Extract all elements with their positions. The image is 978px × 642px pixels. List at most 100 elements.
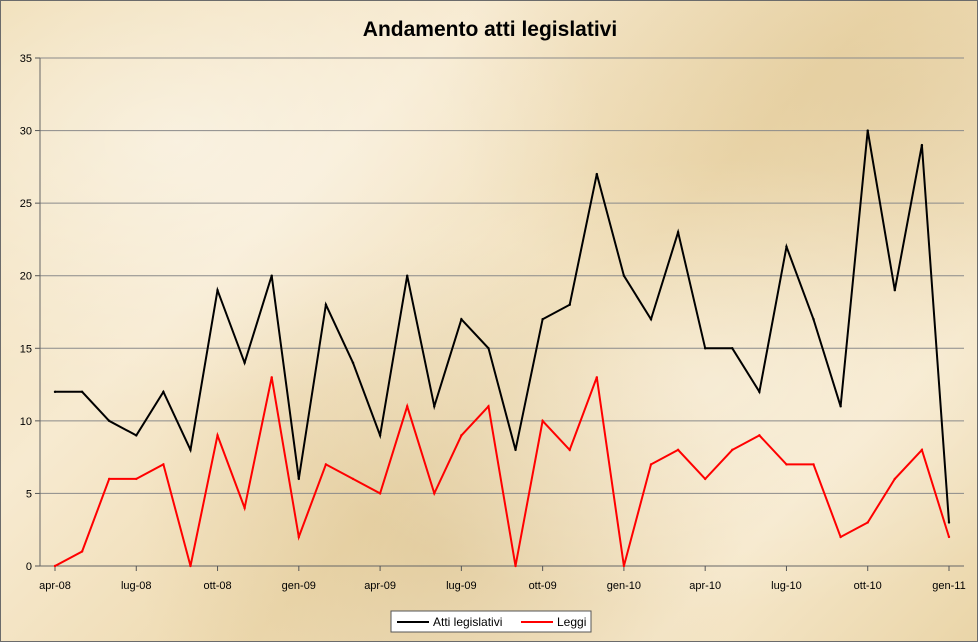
data-point-leggi-3 [135, 477, 138, 481]
data-point-leggi-28 [812, 463, 815, 466]
data-point-atti-legislativi-26 [758, 390, 761, 394]
legend-box [390, 610, 592, 633]
data-point-leggi-4 [162, 463, 165, 466]
data-point-atti-legislativi-15 [460, 318, 463, 321]
data-point-leggi-14 [433, 492, 436, 495]
data-point-atti-legislativi-20 [595, 172, 599, 176]
legend-label-leggi: Leggi [557, 615, 586, 629]
data-point-atti-legislativi-10 [324, 303, 328, 306]
x-tick-label-ott-10: ott-10 [854, 580, 882, 592]
data-point-atti-legislativi-21 [622, 274, 626, 277]
x-tick-label-lug-08: lug-08 [121, 580, 152, 592]
data-point-atti-legislativi-27 [785, 245, 788, 248]
data-point-leggi-21 [622, 564, 626, 568]
axes: 0 5 10 15 20 25 30 35 apr-08 lug-08 ott-08 gen-09 ap… [20, 53, 966, 592]
x-tick-label-apr-10: apr-10 [689, 580, 721, 592]
legend: Atti legislativi Leggi [390, 610, 592, 633]
data-point-leggi-6 [216, 434, 219, 437]
data-point-leggi-33 [947, 535, 951, 539]
data-point-leggi-7 [243, 506, 246, 510]
data-point-atti-legislativi-14 [433, 405, 436, 408]
x-tick-label-apr-08: apr-08 [39, 580, 71, 592]
data-point-leggi-5 [189, 564, 192, 568]
data-point-leggi-11 [351, 477, 355, 481]
x-tick-label-lug-09: lug-09 [446, 580, 477, 592]
data-point-atti-legislativi-18 [541, 318, 544, 321]
data-point-leggi-22 [649, 463, 653, 466]
x-tick-label-lug-10: lug-10 [771, 580, 802, 592]
y-tick-label-30: 30 [20, 126, 32, 138]
data-point-leggi-1 [80, 550, 84, 553]
data-point-leggi-24 [703, 477, 707, 481]
y-tick-label-15: 15 [20, 343, 32, 355]
data-point-leggi-2 [107, 477, 111, 481]
series-line-atti-legislativi [55, 130, 950, 523]
data-point-atti-legislativi-24 [703, 347, 707, 350]
data-point-leggi-10 [324, 463, 328, 466]
series-lines [53, 129, 951, 568]
data-point-atti-legislativi-22 [649, 318, 653, 321]
gridlines [40, 57, 964, 494]
x-tick-label-ott-08: ott-08 [203, 580, 231, 592]
data-point-atti-legislativi-33 [947, 521, 951, 524]
data-point-atti-legislativi-8 [270, 274, 273, 277]
data-point-atti-legislativi-23 [676, 230, 680, 234]
legend-label-atti-legislativi: Atti legislativi [433, 615, 502, 629]
data-point-leggi-30 [866, 521, 869, 524]
x-tick-label-gen-11: gen-11 [932, 580, 965, 592]
y-tick-label-5: 5 [26, 488, 32, 500]
data-point-leggi-29 [839, 535, 842, 539]
data-point-atti-legislativi-19 [568, 303, 571, 306]
data-point-atti-legislativi-6 [216, 289, 219, 292]
data-point-leggi-18 [541, 419, 544, 423]
x-tick-label-apr-09: apr-09 [364, 580, 396, 592]
data-point-atti-legislativi-16 [487, 347, 490, 350]
y-tick-label-35: 35 [20, 53, 32, 65]
x-tick-label-ott-09: ott-09 [529, 580, 557, 592]
y-tick-label-10: 10 [20, 416, 32, 428]
data-point-leggi-19 [568, 448, 571, 452]
data-point-leggi-13 [405, 405, 409, 408]
data-point-atti-legislativi-0 [53, 390, 57, 394]
data-point-leggi-12 [378, 492, 382, 495]
data-point-leggi-20 [595, 376, 599, 379]
data-point-atti-legislativi-1 [80, 390, 84, 394]
data-point-leggi-16 [487, 405, 490, 408]
data-point-leggi-27 [785, 463, 788, 466]
data-point-atti-legislativi-4 [162, 390, 165, 394]
data-point-atti-legislativi-17 [514, 448, 517, 452]
series-line-leggi [54, 376, 950, 567]
data-point-leggi-23 [676, 448, 680, 452]
y-tick-label-25: 25 [20, 198, 32, 210]
y-tick-label-0: 0 [26, 561, 32, 573]
data-point-leggi-0 [53, 564, 57, 568]
data-point-leggi-26 [758, 434, 761, 437]
data-point-atti-legislativi-5 [189, 448, 192, 452]
data-point-leggi-25 [731, 448, 734, 452]
data-point-leggi-8 [270, 376, 273, 379]
data-point-leggi-17 [514, 564, 517, 568]
data-point-atti-legislativi-28 [812, 318, 815, 321]
data-point-atti-legislativi-7 [243, 361, 246, 364]
data-point-atti-legislativi-11 [351, 361, 355, 364]
data-point-atti-legislativi-9 [297, 477, 301, 481]
data-point-atti-legislativi-25 [731, 347, 734, 350]
data-point-leggi-32 [920, 448, 924, 452]
x-tick-label-gen-10: gen-10 [607, 580, 641, 592]
data-point-leggi-9 [297, 535, 301, 539]
data-point-atti-legislativi-2 [107, 419, 111, 423]
data-point-atti-legislativi-31 [893, 289, 897, 292]
x-tick-label-gen-09: gen-09 [282, 580, 316, 592]
data-point-atti-legislativi-29 [839, 405, 842, 408]
data-point-leggi-15 [460, 434, 463, 437]
data-point-atti-legislativi-30 [866, 129, 869, 132]
y-tick-label-20: 20 [20, 271, 32, 283]
data-point-atti-legislativi-13 [405, 274, 409, 277]
chart-title: Andamento atti legislativi [363, 18, 617, 41]
data-point-atti-legislativi-32 [920, 143, 924, 147]
data-point-leggi-31 [893, 477, 897, 481]
data-point-atti-legislativi-3 [135, 434, 138, 437]
data-point-atti-legislativi-12 [378, 434, 382, 437]
